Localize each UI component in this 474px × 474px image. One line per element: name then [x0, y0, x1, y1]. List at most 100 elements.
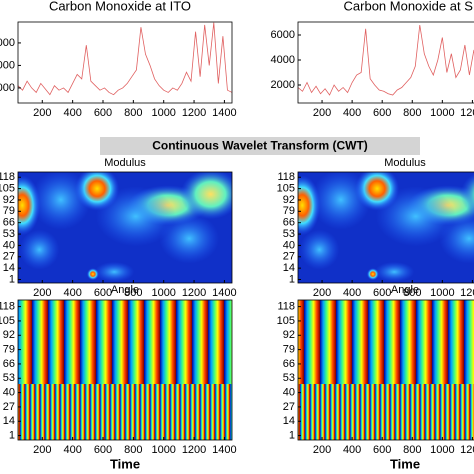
y-tick-label: 1: [9, 273, 15, 285]
x-tick-label: 1200: [460, 107, 474, 119]
x-tick-label: 200: [33, 107, 51, 119]
y-tick-label: 105: [0, 183, 15, 195]
y-tick-label: 105: [0, 315, 15, 327]
plot-area: [298, 172, 474, 283]
series-line: [298, 24, 474, 96]
y-tick-label: 53: [3, 372, 15, 384]
intensity-blob: [299, 229, 340, 270]
y-tick-label: 27: [283, 401, 295, 413]
phase-wide: [298, 300, 474, 384]
banner: Continuous Wavelet Transform (CWT): [152, 139, 368, 153]
x-tick-label: 1000: [430, 287, 454, 299]
plot-area: [298, 22, 474, 103]
y-tick-label: 79: [283, 344, 295, 356]
x-tick-label: 400: [343, 444, 361, 456]
x-tick-label: 1000: [430, 444, 454, 456]
panel-title: Angle: [391, 284, 419, 296]
y-tick-label: 53: [283, 228, 295, 240]
plot-area: [18, 300, 232, 440]
x-tick-label: 600: [94, 444, 112, 456]
plot-area: [298, 300, 474, 440]
y-tick-label: 1: [289, 273, 295, 285]
x-tick-label: 800: [124, 444, 142, 456]
intensity-blob: [159, 213, 220, 264]
x-tick-label: 1000: [151, 287, 175, 299]
banner-box: [100, 137, 420, 155]
x-tick-label: 1200: [182, 444, 206, 456]
y-tick-label: 66: [283, 358, 295, 370]
y-tick-label: 40: [3, 387, 15, 399]
intensity-blob: [439, 213, 474, 264]
panel-title: Modulus: [104, 157, 146, 169]
x-tick-label: 1200: [182, 107, 206, 119]
x-tick-label: 800: [403, 107, 421, 119]
y-tick-label: 2000: [0, 59, 15, 71]
axes-frame: [297, 299, 474, 441]
x-tick-label: 1000: [151, 107, 175, 119]
y-tick-label: 118: [0, 301, 15, 313]
y-tick-label: 105: [277, 183, 295, 195]
x-tick-label: 600: [94, 107, 112, 119]
y-tick-label: 92: [3, 329, 15, 341]
plot-area: [18, 172, 232, 283]
y-tick-label: 105: [277, 315, 295, 327]
x-tick-label: 600: [373, 287, 391, 299]
y-tick-label: 2000: [271, 79, 295, 91]
x-axis-label: Time: [110, 456, 140, 471]
y-tick-label: 27: [283, 251, 295, 263]
x-tick-label: 400: [343, 287, 361, 299]
y-tick-label: 1000: [0, 82, 15, 94]
intensity-blob: [86, 268, 99, 281]
y-tick-label: 40: [283, 239, 295, 251]
axes-frame: [17, 299, 233, 441]
x-tick-label: 400: [63, 287, 81, 299]
axes-frame: [17, 21, 233, 104]
intensity-blob: [95, 186, 176, 247]
y-tick-label: 92: [3, 194, 15, 206]
plot-area: [18, 22, 232, 103]
intensity-blob: [94, 261, 135, 282]
panel-title: Modulus: [384, 157, 426, 169]
y-tick-label: 118: [277, 171, 295, 183]
y-tick-label: 118: [0, 171, 15, 183]
intensity-blob: [366, 268, 379, 281]
x-tick-label: 600: [94, 287, 112, 299]
y-tick-label: 118: [277, 301, 295, 313]
panel-title: Carbon Monoxide at ITO: [49, 0, 191, 13]
y-tick-label: 14: [283, 262, 295, 274]
intensity-blob: [375, 186, 456, 247]
y-tick-label: 53: [283, 372, 295, 384]
panel-title: Carbon Monoxide at SI: [344, 0, 474, 13]
intensity-blob: [19, 229, 60, 270]
series-line: [18, 22, 232, 96]
intensity-blob: [460, 173, 474, 216]
x-tick-label: 800: [124, 287, 142, 299]
y-tick-label: 14: [3, 262, 15, 274]
y-tick-label: 40: [283, 387, 295, 399]
y-tick-label: 53: [3, 228, 15, 240]
phase-wide: [18, 300, 232, 384]
x-tick-label: 1200: [460, 287, 474, 299]
y-tick-label: 4000: [271, 54, 295, 66]
y-tick-label: 92: [283, 329, 295, 341]
x-tick-label: 1000: [430, 107, 454, 119]
y-tick-label: 1: [9, 429, 15, 441]
x-tick-label: 600: [373, 107, 391, 119]
y-tick-label: 66: [3, 358, 15, 370]
x-tick-label: 800: [124, 107, 142, 119]
x-tick-label: 200: [313, 107, 331, 119]
y-tick-label: 27: [3, 401, 15, 413]
y-tick-label: 92: [283, 194, 295, 206]
x-tick-label: 1200: [460, 444, 474, 456]
y-tick-label: 6000: [271, 29, 295, 41]
x-tick-label: 200: [33, 287, 51, 299]
intensity-blob: [310, 172, 371, 230]
y-tick-label: 79: [3, 344, 15, 356]
y-tick-label: 66: [3, 217, 15, 229]
plot-bg: [18, 22, 232, 103]
intensity-blob: [180, 172, 232, 220]
x-tick-label: 800: [403, 444, 421, 456]
x-tick-label: 1400: [212, 444, 236, 456]
x-tick-label: 200: [33, 444, 51, 456]
